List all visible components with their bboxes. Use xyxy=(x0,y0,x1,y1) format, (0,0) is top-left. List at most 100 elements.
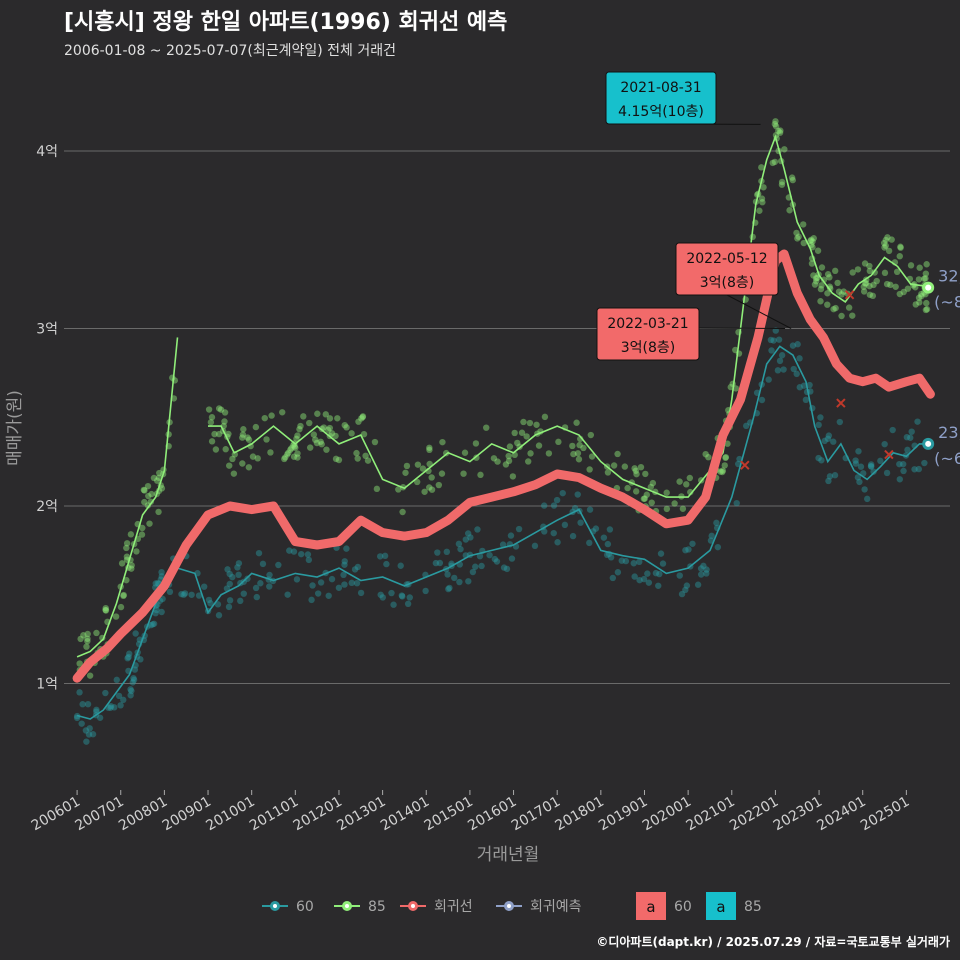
x-tick-label: 201801 xyxy=(553,794,607,835)
scatter-dot xyxy=(860,283,867,290)
scatter-dot xyxy=(83,643,90,650)
scatter-dot xyxy=(825,432,833,439)
scatter-dot xyxy=(215,430,223,438)
scatter-dot xyxy=(313,439,321,447)
scatter-dot xyxy=(812,275,820,282)
scatter-dot xyxy=(150,620,158,627)
scatter-dot xyxy=(577,519,584,526)
scatter-dot xyxy=(275,561,282,569)
scatter-dot xyxy=(618,557,625,564)
scatter-dot xyxy=(486,551,493,559)
scatter-dot xyxy=(541,528,548,535)
scatter-dot xyxy=(395,486,402,493)
scatter-dot xyxy=(235,560,243,567)
scatter-dot xyxy=(115,692,123,700)
scatter-dot xyxy=(325,592,332,599)
scatter-dot xyxy=(293,435,300,442)
scatter-dot xyxy=(541,413,549,421)
scatter-dot xyxy=(824,301,831,308)
scatter-dot xyxy=(855,448,862,455)
legend-swatch-center xyxy=(345,904,349,908)
scatter-dot xyxy=(657,550,665,557)
x-tick-label: 200701 xyxy=(72,794,126,835)
callout-leader xyxy=(698,327,786,329)
scatter-dot xyxy=(426,444,433,451)
scatter-dot xyxy=(776,357,784,365)
scatter-dot xyxy=(604,540,612,548)
scatter-dot xyxy=(268,412,275,419)
scatter-dot xyxy=(351,566,359,573)
scatter-dot xyxy=(83,738,90,745)
scatter-dot xyxy=(120,592,127,600)
legend-label: 회귀예측 xyxy=(530,899,582,915)
scatter-dot xyxy=(896,460,903,468)
scatter-dot xyxy=(856,478,863,486)
scatter-dot xyxy=(719,467,726,474)
scatter-dot xyxy=(208,438,216,445)
scatter-dot xyxy=(893,268,901,276)
scatter-dot xyxy=(221,418,228,425)
scatter-dot xyxy=(76,689,83,696)
scatter-dot xyxy=(322,411,330,418)
scatter-dot xyxy=(724,440,731,447)
scatter-dot xyxy=(188,591,195,598)
scatter-dot xyxy=(128,562,135,569)
scatter-dot xyxy=(868,463,875,470)
scatter-dot xyxy=(772,327,779,334)
scatter-dot xyxy=(708,532,715,540)
scatter-dot xyxy=(118,560,126,567)
scatter-dot xyxy=(525,458,532,465)
scatter-dot xyxy=(586,466,593,473)
x-tick-label: 201201 xyxy=(291,794,345,835)
end-point xyxy=(925,440,932,447)
scatter-dot xyxy=(576,441,583,449)
scatter-dot xyxy=(559,489,566,497)
scatter-dot xyxy=(663,505,671,513)
scatter-dot xyxy=(146,520,153,527)
scatter-dot xyxy=(793,229,800,237)
scatter-dot xyxy=(503,565,511,573)
scatter-dot xyxy=(507,532,515,539)
scatter-dot xyxy=(883,469,891,477)
scatter-dot xyxy=(676,478,683,485)
forecast-marker xyxy=(836,398,846,408)
scatter-dot xyxy=(149,621,156,628)
scatter-dot xyxy=(373,485,381,493)
scatter-dot xyxy=(867,461,875,468)
scatter-dot xyxy=(586,539,593,547)
scatter-dot xyxy=(742,422,750,430)
scatter-dot xyxy=(340,571,347,579)
scatter-dot xyxy=(117,702,124,709)
scatter-dot xyxy=(464,530,472,537)
scatter-dot xyxy=(825,477,832,485)
scatter-dot xyxy=(882,236,890,244)
scatter-dot xyxy=(758,195,766,202)
scatter-dot xyxy=(697,565,705,572)
legend-label: 85 xyxy=(368,899,386,915)
scatter-dot xyxy=(207,419,215,426)
scatter-dot xyxy=(263,436,270,443)
scatter-dot xyxy=(474,526,481,533)
end-label-value: 32,333 xyxy=(938,267,960,286)
scatter-dot xyxy=(508,555,516,562)
scatter-dot xyxy=(478,562,485,570)
scatter-dot xyxy=(554,539,561,546)
scatter-dot xyxy=(849,269,856,276)
footer-credit: ©디아파트(dapt.kr) / 2025.07.29 / 자료=국토교통부 실… xyxy=(596,935,950,949)
scatter-dot xyxy=(814,247,822,254)
scatter-dot xyxy=(640,575,648,583)
scatter-dot xyxy=(483,424,490,431)
scatter-dot xyxy=(426,484,433,491)
scatter-dot xyxy=(900,467,907,475)
scatter-dot xyxy=(676,572,683,579)
scatter-dot xyxy=(586,506,594,513)
scatter-dot xyxy=(158,485,166,492)
scatter-dot xyxy=(540,502,548,509)
scatter-dot xyxy=(304,551,312,558)
scatter-dot xyxy=(685,546,692,553)
y-tick-label: 3억 xyxy=(36,322,58,338)
scatter-dot xyxy=(364,457,372,464)
scatter-dot xyxy=(826,473,834,480)
x-axis-title: 거래년월 xyxy=(477,845,540,865)
scatter-dot xyxy=(514,439,521,447)
